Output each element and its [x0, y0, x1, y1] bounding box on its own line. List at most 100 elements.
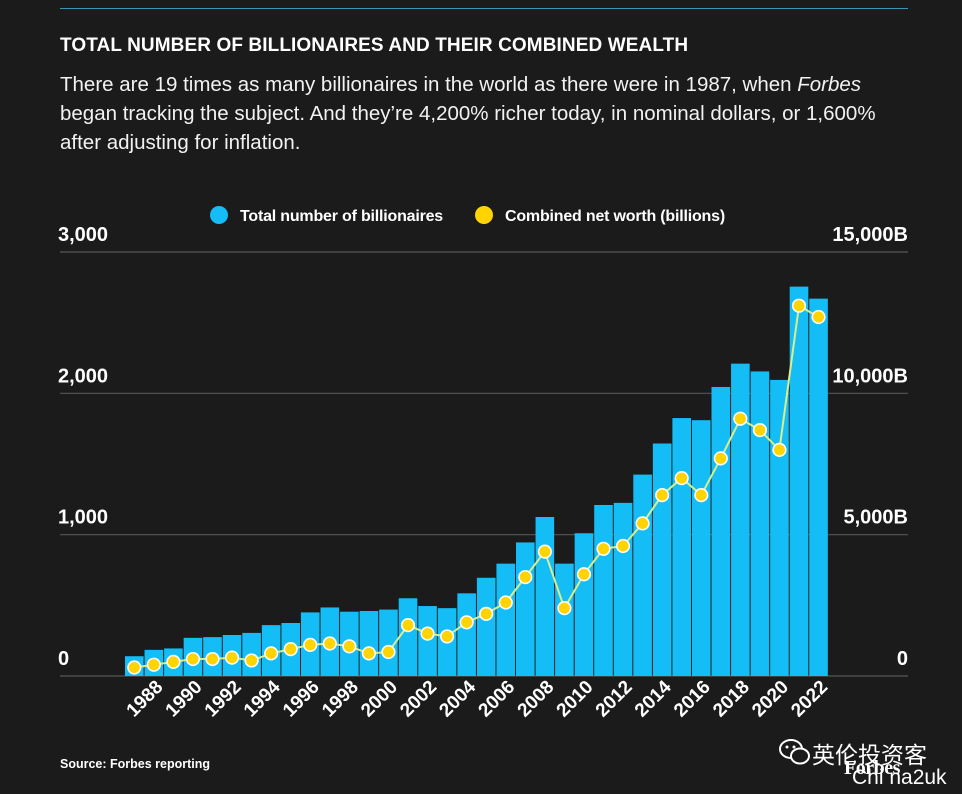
point-1990 — [185, 651, 201, 667]
point-2005 — [479, 606, 494, 621]
bar-2001 — [398, 598, 418, 676]
bar-2002 — [418, 606, 437, 676]
point-1996 — [303, 637, 318, 653]
x-tick-label: 2012 — [592, 677, 637, 722]
point-2021 — [791, 298, 807, 313]
x-tick-label: 1996 — [279, 677, 324, 722]
top-rule — [60, 8, 908, 9]
x-tick-label: 2022 — [787, 677, 832, 722]
bar-2009 — [555, 563, 574, 676]
x-tick-label: 2018 — [709, 677, 754, 722]
x-axis-ticks: 1988199019921994199619982000200220042006… — [123, 676, 832, 721]
bar-2005 — [476, 577, 496, 676]
point-1987 — [127, 660, 142, 675]
x-tick-label: 2008 — [514, 677, 559, 722]
watermark-subtext: Chi na2uk — [852, 766, 947, 789]
point-2015 — [674, 471, 689, 486]
subtitle-text-1: There are 19 times as many billionaires … — [60, 73, 798, 96]
line-series — [127, 298, 826, 675]
bar-2020 — [770, 379, 789, 676]
point-2019 — [752, 422, 768, 438]
point-2003 — [440, 629, 455, 644]
x-tick-label: 1990 — [162, 677, 207, 722]
point-1994 — [264, 646, 279, 661]
bar-2006 — [496, 563, 516, 676]
legend-bar-swatch — [210, 206, 228, 224]
point-1998 — [342, 639, 357, 654]
point-1988 — [146, 657, 161, 672]
x-tick-label: 1988 — [123, 677, 168, 722]
x-tick-label: 1998 — [318, 677, 363, 722]
left-axis-ticks: 0 1,000 2,000 3,000 — [58, 224, 108, 670]
right-tick-label: 15,000B — [832, 224, 908, 246]
left-tick-label: 1,000 — [58, 507, 108, 529]
point-2002 — [420, 626, 435, 641]
bar-2022 — [809, 298, 828, 676]
bar-2021 — [789, 286, 809, 676]
x-tick-label: 2016 — [670, 677, 715, 722]
bar-2019 — [750, 371, 770, 676]
point-1989 — [166, 654, 181, 669]
x-tick-label: 2002 — [396, 677, 441, 722]
bar-2013 — [633, 474, 652, 676]
point-1991 — [205, 651, 220, 667]
legend-line-label: Combined net worth (billions) — [505, 208, 725, 225]
point-2010 — [576, 567, 592, 582]
point-1995 — [283, 642, 298, 657]
point-2006 — [498, 595, 513, 610]
right-tick-label: 10,000B — [832, 365, 908, 387]
point-2008 — [537, 544, 552, 559]
right-axis-ticks: 0 5,000B 10,000B 15,000B — [832, 224, 908, 670]
point-2004 — [459, 615, 474, 630]
x-tick-label: 2006 — [475, 677, 520, 722]
forbes-logo: Forbes — [844, 757, 900, 779]
left-tick-label: 3,000 — [58, 224, 108, 246]
bar-2014 — [652, 443, 672, 676]
bar-2016 — [691, 420, 711, 676]
point-2012 — [615, 538, 631, 554]
bar-2011 — [594, 504, 613, 676]
watermark-text: 英伦投资客 — [812, 742, 927, 768]
point-2017 — [713, 451, 728, 466]
legend: Total number of billionaires Combined ne… — [210, 206, 725, 225]
point-1992 — [224, 650, 240, 665]
x-tick-label: 1992 — [201, 677, 246, 722]
point-2007 — [518, 569, 533, 585]
wechat-logo-icon — [779, 739, 810, 765]
point-2013 — [635, 516, 650, 531]
x-tick-label: 1994 — [240, 676, 285, 721]
right-tick-label: 0 — [897, 648, 908, 670]
bar-1999 — [359, 610, 379, 676]
subtitle-italic-forbes: Forbes — [797, 73, 862, 96]
x-tick-label: 2000 — [357, 677, 402, 722]
chart-title: TOTAL NUMBER OF BILLIONAIRES AND THEIR C… — [60, 35, 689, 56]
point-1993 — [244, 653, 259, 668]
point-2011 — [596, 541, 611, 556]
point-1997 — [322, 636, 337, 651]
point-2001 — [400, 618, 416, 633]
bar-2010 — [574, 533, 594, 676]
point-2009 — [557, 601, 572, 616]
point-1999 — [361, 646, 377, 661]
legend-line-swatch — [475, 206, 493, 224]
bar-2018 — [731, 363, 750, 676]
point-2022 — [811, 309, 826, 325]
chart-subtitle: There are 19 times as many billionaires … — [60, 70, 900, 157]
bar-2017 — [711, 386, 731, 676]
point-2020 — [772, 442, 787, 457]
left-tick-label: 2,000 — [58, 365, 108, 387]
point-2000 — [381, 644, 396, 660]
subtitle-text-2: began tracking the subject. And they’re … — [60, 102, 876, 154]
x-tick-label: 2004 — [435, 676, 480, 721]
bar-2015 — [672, 418, 691, 676]
source-note: Source: Forbes reporting — [60, 757, 211, 771]
bar-2012 — [613, 502, 633, 676]
bar-2000 — [379, 609, 398, 676]
left-tick-label: 0 — [58, 648, 69, 670]
bar-2007 — [516, 542, 535, 676]
x-tick-label: 2010 — [553, 677, 598, 722]
point-2018 — [733, 411, 748, 426]
bar-2008 — [535, 517, 555, 676]
right-tick-label: 5,000B — [844, 507, 909, 529]
